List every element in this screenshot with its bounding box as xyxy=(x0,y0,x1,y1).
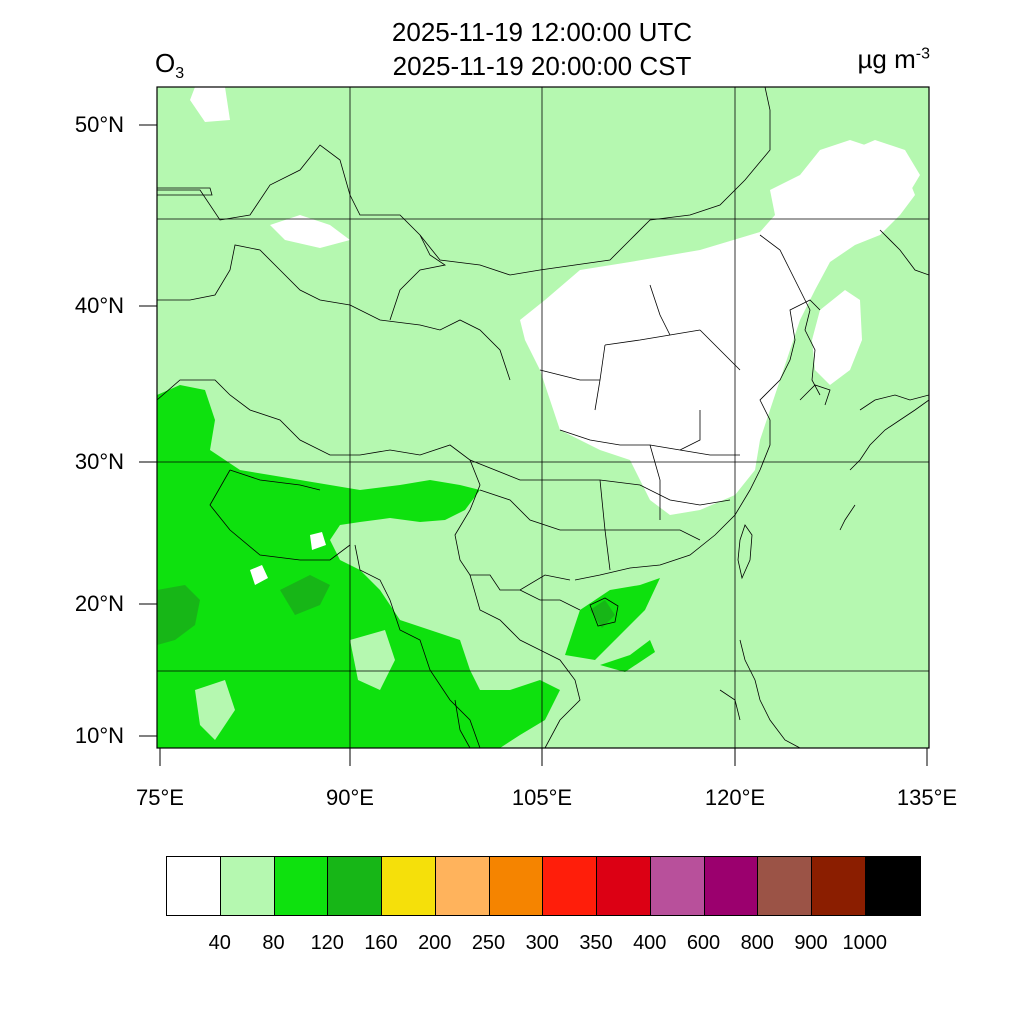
legend-swatch-6 xyxy=(489,857,544,915)
legend-swatch-12 xyxy=(812,857,866,915)
legend-swatch-1 xyxy=(220,857,275,915)
coastlines xyxy=(157,187,929,748)
legend-swatch-3 xyxy=(328,857,382,915)
lon-label-120e: 120°E xyxy=(704,785,766,810)
legend-label: 1000 xyxy=(842,932,888,954)
lat-label-50n: 50°N xyxy=(74,112,124,137)
legend-label: 900 xyxy=(794,932,828,954)
color-legend xyxy=(166,856,921,916)
lon-label-90e: 90°E xyxy=(326,785,374,810)
legend-label: 350 xyxy=(579,932,613,954)
lon-label-135e: 135°E xyxy=(896,785,958,810)
ozone-region-below-40-korea xyxy=(812,290,862,385)
ozone-map xyxy=(139,86,930,766)
ozone-region-120-160-a xyxy=(157,585,200,645)
ozone-region-120-160-c xyxy=(590,600,615,628)
units-label: µg m-3 xyxy=(857,44,930,74)
legend-swatch-4 xyxy=(382,857,436,915)
lon-label-75e: 75°E xyxy=(136,785,184,810)
legend-label: 80 xyxy=(262,932,285,954)
legend-swatch-11 xyxy=(758,857,812,915)
legend-label: 400 xyxy=(633,932,667,954)
legend-label: 200 xyxy=(418,932,452,954)
legend-label: 250 xyxy=(471,932,506,954)
title-local-time: 2025-11-19 20:00:00 CST xyxy=(392,51,692,81)
ozone-region-below-40-topleft xyxy=(190,87,230,122)
legend-label: 600 xyxy=(686,932,721,954)
legend-swatch-9 xyxy=(650,857,705,915)
legend-label: 40 xyxy=(208,932,231,954)
legend-label: 800 xyxy=(740,932,774,954)
country-borders xyxy=(157,87,929,748)
ozone-region-below-40-nw xyxy=(270,215,350,248)
graticule xyxy=(157,87,929,748)
legend-label: 160 xyxy=(364,932,398,954)
ozone-region-40-80-pocket-2 xyxy=(350,630,395,690)
legend-swatch-8 xyxy=(597,857,651,915)
ozone-region-80-120-south-china-sea-2 xyxy=(600,640,655,672)
ozone-region-80-120-west xyxy=(157,385,560,748)
legend-swatch-5 xyxy=(435,857,490,915)
axis-ticks xyxy=(139,124,928,766)
ozone-region-below-40-east xyxy=(520,140,915,515)
legend-swatch-2 xyxy=(274,857,329,915)
legend-swatch-10 xyxy=(704,857,759,915)
ozone-region-40-80-pocket xyxy=(195,680,235,740)
legend-swatch-7 xyxy=(543,857,597,915)
legend-swatch-0 xyxy=(167,857,221,915)
map-frame xyxy=(156,86,930,749)
lat-label-20n: 20°N xyxy=(74,591,124,616)
lat-label-10n: 10°N xyxy=(74,723,124,748)
lat-label-40n: 40°N xyxy=(74,293,124,318)
legend-label: 120 xyxy=(310,932,344,954)
title-utc-time: 2025-11-19 12:00:00 UTC xyxy=(391,17,693,47)
ozone-region-80-120-south-china-sea xyxy=(565,578,660,660)
legend-label: 300 xyxy=(525,932,559,954)
ozone-region-below-40-pocket xyxy=(250,532,326,585)
lon-label-105e: 105°E xyxy=(511,785,573,810)
ozone-region-120-160-b xyxy=(280,575,330,615)
legend-swatch-13 xyxy=(865,857,920,915)
ozone-region-below-40-north xyxy=(808,140,920,210)
lat-label-30n: 30°N xyxy=(74,449,124,474)
species-label: O3 xyxy=(155,48,185,83)
